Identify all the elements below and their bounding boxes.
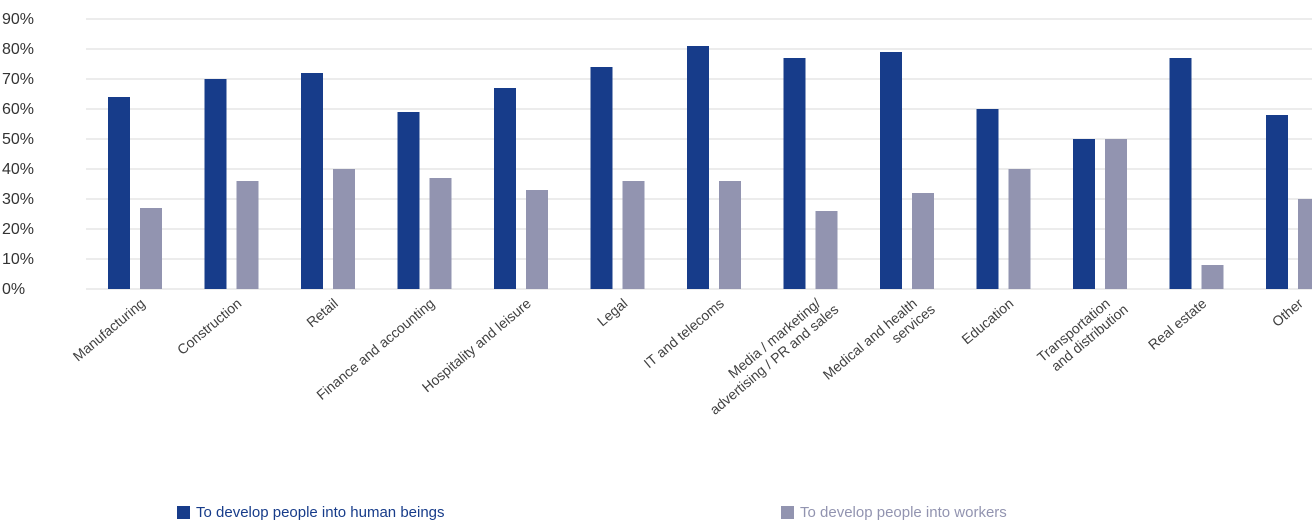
y-tick-label: 60% <box>2 101 34 118</box>
x-tick-label: Transportationand distribution <box>1034 289 1131 378</box>
x-tick-label: Medical and healthservices <box>820 289 938 395</box>
y-tick-label: 90% <box>2 11 34 28</box>
bar <box>1105 139 1127 289</box>
x-tick-label: IT and telecoms <box>641 295 727 371</box>
x-tick-label: Retail <box>303 295 341 330</box>
y-tick-label: 0% <box>2 281 25 298</box>
x-tick-label-line: Other <box>1269 295 1306 330</box>
x-tick-label-line: Education <box>958 295 1016 347</box>
bar <box>815 211 838 289</box>
y-tick-label: 40% <box>2 161 34 178</box>
bar <box>301 73 323 289</box>
x-tick-label-line: Real estate <box>1145 295 1210 353</box>
y-tick-label: 30% <box>2 191 34 208</box>
y-tick-label: 20% <box>2 221 34 238</box>
bar <box>204 79 227 289</box>
x-tick-label-line: Hospitality and leisure <box>419 295 534 395</box>
bar <box>140 208 162 289</box>
bar <box>494 88 516 289</box>
x-tick-label-line: Manufacturing <box>70 295 148 364</box>
bar <box>719 181 741 289</box>
x-tick-label: Construction <box>174 295 244 358</box>
bar <box>1008 169 1031 289</box>
bar <box>880 52 902 289</box>
x-tick-label-line: advertising / PR and sales <box>706 301 841 418</box>
x-tick-label: Other <box>1269 295 1306 330</box>
bar <box>429 178 452 289</box>
bar <box>1201 265 1224 289</box>
bar <box>108 97 130 289</box>
bar <box>1073 139 1095 289</box>
bar <box>526 190 548 289</box>
x-tick-label: Manufacturing <box>70 295 148 364</box>
bar <box>590 67 613 289</box>
bar <box>1266 115 1288 289</box>
x-tick-label-line: Retail <box>303 295 341 330</box>
y-tick-label: 10% <box>2 251 34 268</box>
legend-item-human-beings: To develop people into human beings <box>177 504 445 521</box>
bar <box>622 181 645 289</box>
legend-swatch-human-beings <box>177 506 190 519</box>
bar <box>687 46 709 289</box>
bar <box>976 109 999 289</box>
x-tick-label: Education <box>958 295 1016 347</box>
x-tick-label: Hospitality and leisure <box>419 295 534 395</box>
x-tick-label-line: Construction <box>174 295 244 358</box>
bar <box>236 181 259 289</box>
legend-item-workers: To develop people into workers <box>781 504 1007 521</box>
bar <box>1169 58 1192 289</box>
bar <box>397 112 420 289</box>
bar <box>912 193 934 289</box>
x-tick-label: Real estate <box>1145 295 1210 353</box>
y-tick-label: 70% <box>2 71 34 88</box>
x-tick-label-line: IT and telecoms <box>641 295 727 371</box>
bar <box>783 58 806 289</box>
legend-label-workers: To develop people into workers <box>800 504 1007 521</box>
legend-label-human-beings: To develop people into human beings <box>196 504 445 521</box>
x-tick-label-line: Legal <box>594 295 631 329</box>
y-tick-label: 50% <box>2 131 34 148</box>
x-tick-label: Legal <box>594 295 631 329</box>
legend-swatch-workers <box>781 506 794 519</box>
bar <box>1298 199 1312 289</box>
y-tick-label: 80% <box>2 41 34 58</box>
bar <box>333 169 355 289</box>
